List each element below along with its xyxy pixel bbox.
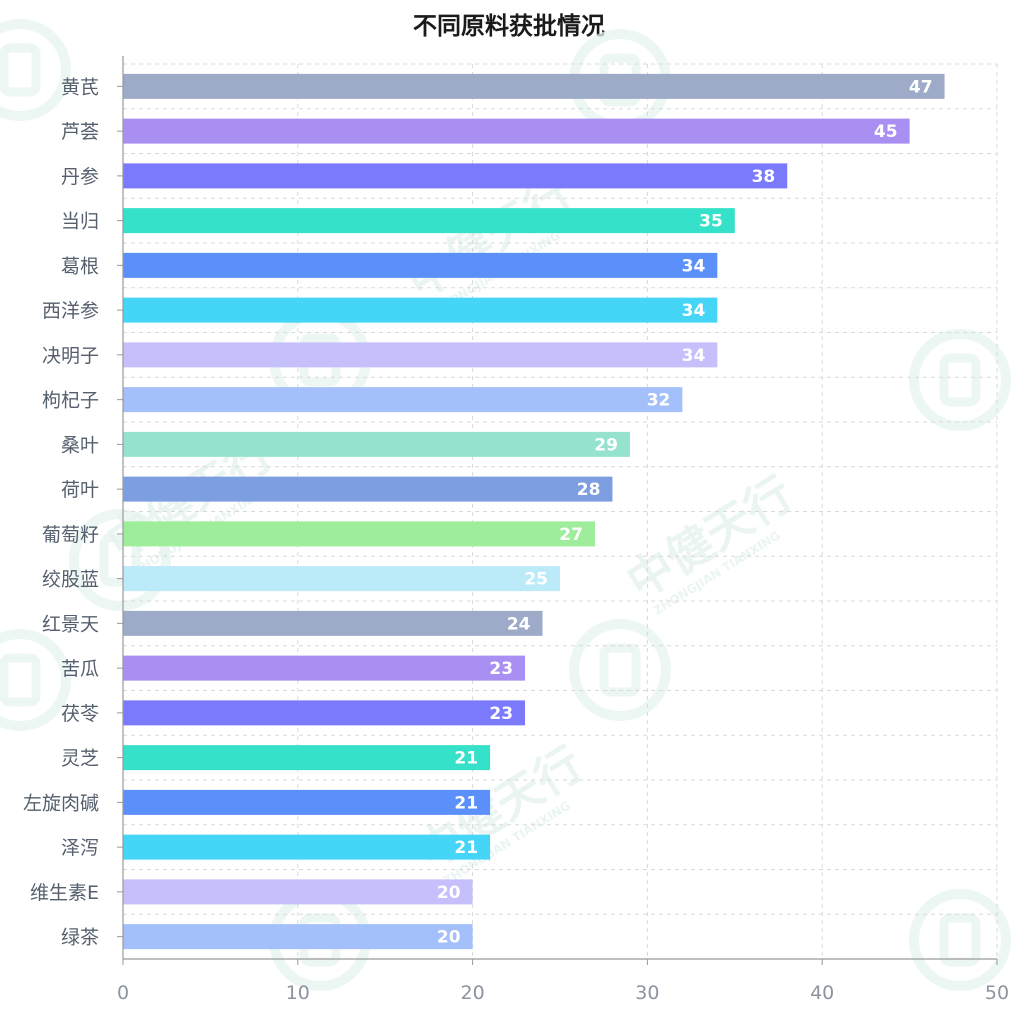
watermark-logo xyxy=(0,19,71,121)
x-tick-label: 0 xyxy=(117,982,129,1004)
data-label: 21 xyxy=(454,793,478,813)
watermark-logo xyxy=(909,329,1011,431)
axis-layer: 黄芪芦荟丹参当归葛根西洋参决明子枸杞子桑叶荷叶葡萄籽绞股蓝红景天苦瓜茯苓灵芝左旋… xyxy=(23,56,1009,1004)
category-label: 绿茶 xyxy=(61,927,99,949)
data-label: 34 xyxy=(682,346,706,366)
bar xyxy=(123,834,491,860)
data-label: 29 xyxy=(594,435,618,455)
bar xyxy=(123,342,718,368)
category-label: 泽泻 xyxy=(61,837,99,859)
watermark-mark xyxy=(939,913,981,967)
data-label: 32 xyxy=(647,391,671,411)
x-tick-label: 50 xyxy=(985,982,1009,1004)
bar xyxy=(123,789,491,815)
category-label: 灵芝 xyxy=(61,748,99,770)
category-label: 葡萄籽 xyxy=(42,524,99,546)
x-tick-label: 30 xyxy=(635,982,659,1004)
watermark-ring xyxy=(0,629,71,731)
bar xyxy=(123,73,945,99)
data-label: 24 xyxy=(507,614,531,634)
data-label: 20 xyxy=(437,883,461,903)
x-tick-label: 40 xyxy=(810,982,834,1004)
watermark-mark xyxy=(99,533,141,587)
bar xyxy=(123,879,473,905)
data-label: 23 xyxy=(489,659,513,679)
category-label: 绞股蓝 xyxy=(42,569,99,591)
watermark-logo xyxy=(69,509,171,611)
category-label: 枸杞子 xyxy=(42,390,99,412)
watermark-mark xyxy=(0,653,41,707)
data-label: 34 xyxy=(682,301,706,321)
data-label: 47 xyxy=(909,77,933,97)
data-label: 45 xyxy=(874,122,898,142)
category-label: 左旋肉碱 xyxy=(23,792,99,814)
watermark-ring xyxy=(909,889,1011,991)
category-label: 丹参 xyxy=(61,166,99,188)
bar xyxy=(123,924,473,950)
bar xyxy=(123,745,491,771)
category-label: 苦瓜 xyxy=(61,658,99,680)
chart-title: 不同原料获批情况 xyxy=(413,12,605,40)
category-label: 桑叶 xyxy=(61,434,99,456)
watermark-mark xyxy=(599,643,641,697)
watermark-ring xyxy=(569,619,671,721)
bar xyxy=(123,163,788,189)
bar xyxy=(123,476,613,502)
bar xyxy=(123,566,560,592)
watermark-mark xyxy=(939,353,981,407)
category-label: 黄芪 xyxy=(61,76,99,98)
bar xyxy=(123,700,526,726)
watermark-ring xyxy=(69,509,171,611)
bar xyxy=(123,431,630,457)
watermark-logo xyxy=(0,629,71,731)
bars-layer xyxy=(123,73,945,950)
data-label: 20 xyxy=(437,928,461,948)
bar xyxy=(123,610,543,636)
data-label: 21 xyxy=(454,838,478,858)
category-label: 红景天 xyxy=(42,613,99,635)
data-label: 34 xyxy=(682,256,706,276)
data-label: 25 xyxy=(524,570,548,590)
data-label: 21 xyxy=(454,749,478,769)
watermark-logo xyxy=(909,889,1011,991)
bar xyxy=(123,655,526,681)
bar xyxy=(123,521,595,547)
bar xyxy=(123,297,718,323)
category-label: 葛根 xyxy=(61,255,99,277)
category-label: 芦荟 xyxy=(61,121,99,143)
category-label: 决明子 xyxy=(42,345,99,367)
bar xyxy=(123,208,735,234)
x-tick-label: 10 xyxy=(286,982,310,1004)
category-label: 茯苓 xyxy=(61,703,99,725)
category-label: 当归 xyxy=(61,211,99,233)
data-label: 35 xyxy=(699,212,723,232)
category-label: 西洋参 xyxy=(42,300,99,322)
category-label: 荷叶 xyxy=(61,479,99,501)
category-label: 维生素E xyxy=(30,882,99,904)
bar xyxy=(123,387,683,413)
x-tick-label: 20 xyxy=(461,982,485,1004)
watermark-logo xyxy=(569,619,671,721)
bar xyxy=(123,252,718,278)
data-labels-layer: 47 45 38 35 34 34 34 32 29 28 27 25 24 23 23 21 21 21 20 20 xyxy=(437,77,933,947)
watermark-ring xyxy=(909,329,1011,431)
data-label: 23 xyxy=(489,704,513,724)
data-label: 27 xyxy=(559,525,583,545)
watermark-ring xyxy=(0,19,71,121)
data-label: 28 xyxy=(577,480,601,500)
watermark-mark xyxy=(0,43,41,97)
bar xyxy=(123,118,910,144)
data-label: 38 xyxy=(752,167,776,187)
